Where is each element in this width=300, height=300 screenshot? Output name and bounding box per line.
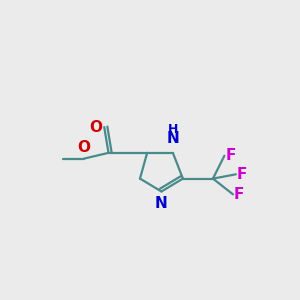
Text: N: N (167, 131, 179, 146)
Text: N: N (155, 196, 168, 211)
Text: F: F (234, 187, 244, 202)
Text: F: F (237, 167, 247, 182)
Text: F: F (226, 148, 236, 163)
Text: H: H (168, 123, 178, 136)
Text: O: O (89, 120, 102, 135)
Text: O: O (78, 140, 91, 154)
